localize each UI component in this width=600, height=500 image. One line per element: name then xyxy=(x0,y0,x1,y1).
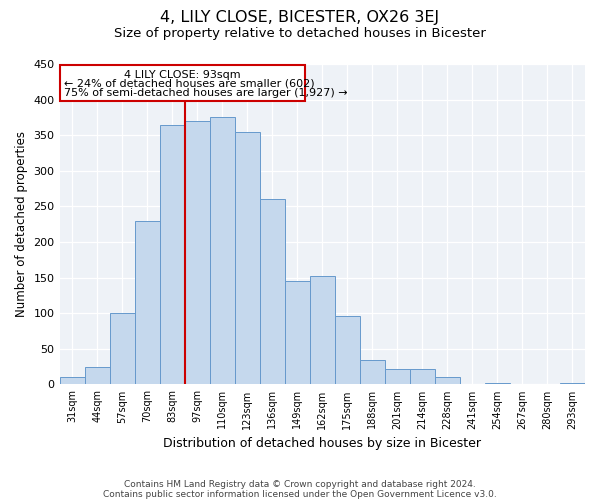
Bar xyxy=(209,118,235,384)
Text: 4 LILY CLOSE: 93sqm: 4 LILY CLOSE: 93sqm xyxy=(124,70,241,81)
Bar xyxy=(310,276,335,384)
Bar xyxy=(335,316,360,384)
Bar xyxy=(185,121,209,384)
Text: Contains HM Land Registry data © Crown copyright and database right 2024.: Contains HM Land Registry data © Crown c… xyxy=(124,480,476,489)
Bar xyxy=(110,313,134,384)
Bar xyxy=(560,383,585,384)
Bar xyxy=(260,200,285,384)
Bar xyxy=(285,281,310,384)
FancyBboxPatch shape xyxy=(60,64,305,101)
Y-axis label: Number of detached properties: Number of detached properties xyxy=(15,131,28,317)
Bar xyxy=(85,366,110,384)
Bar xyxy=(160,124,185,384)
Text: Size of property relative to detached houses in Bicester: Size of property relative to detached ho… xyxy=(114,28,486,40)
Bar xyxy=(360,360,385,384)
Bar xyxy=(59,378,85,384)
Bar xyxy=(385,370,410,384)
Text: 75% of semi-detached houses are larger (1,927) →: 75% of semi-detached houses are larger (… xyxy=(64,88,347,98)
Text: ← 24% of detached houses are smaller (602): ← 24% of detached houses are smaller (60… xyxy=(64,79,314,89)
Bar xyxy=(410,370,435,384)
Bar xyxy=(235,132,260,384)
X-axis label: Distribution of detached houses by size in Bicester: Distribution of detached houses by size … xyxy=(163,437,481,450)
Bar xyxy=(485,383,510,384)
Text: Contains public sector information licensed under the Open Government Licence v3: Contains public sector information licen… xyxy=(103,490,497,499)
Bar xyxy=(134,220,160,384)
Bar xyxy=(435,378,460,384)
Text: 4, LILY CLOSE, BICESTER, OX26 3EJ: 4, LILY CLOSE, BICESTER, OX26 3EJ xyxy=(160,10,440,25)
